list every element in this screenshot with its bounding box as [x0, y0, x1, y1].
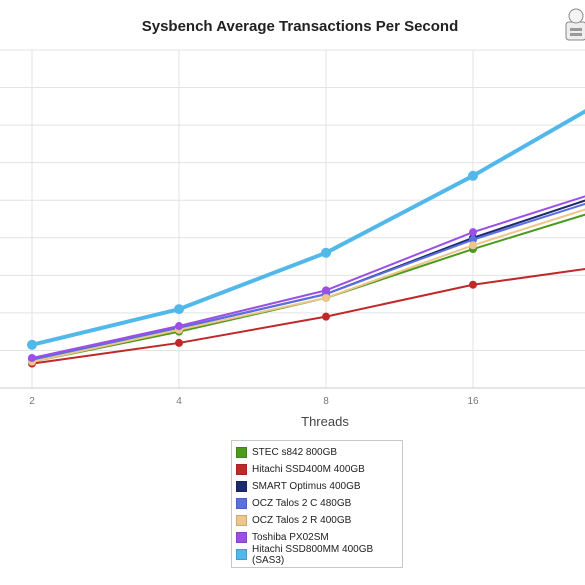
legend-label: OCZ Talos 2 R 400GB	[252, 515, 352, 526]
series-5	[28, 195, 585, 362]
legend-swatch	[236, 464, 247, 475]
series-6	[27, 109, 585, 350]
data-point[interactable]	[175, 338, 183, 347]
x-tick-label: 2	[29, 396, 35, 407]
legend-swatch	[236, 549, 247, 560]
series-2	[28, 199, 585, 364]
data-point[interactable]	[175, 322, 183, 331]
logo-icon	[565, 8, 585, 41]
series-line	[31, 267, 585, 365]
data-point[interactable]	[28, 353, 36, 362]
series-3	[28, 202, 585, 364]
data-point[interactable]	[321, 247, 331, 258]
legend-label: Toshiba PX02SM	[252, 532, 329, 543]
legend-swatch	[236, 515, 247, 526]
legend-swatch	[236, 498, 247, 509]
legend-item[interactable]: SMART Optimus 400GB	[236, 478, 398, 495]
x-tick-label: 8	[323, 396, 329, 407]
data-point[interactable]	[322, 286, 330, 295]
legend-label: Hitachi SSD400M 400GB	[252, 464, 365, 475]
legend-item[interactable]: STEC s842 800GB	[236, 444, 398, 461]
legend-item[interactable]: Hitachi SSD800MM 400GB (SAS3)	[236, 543, 398, 566]
series-lines	[27, 109, 585, 368]
series-line	[31, 199, 585, 361]
legend-label: OCZ Talos 2 C 480GB	[252, 498, 352, 509]
legend-item[interactable]: OCZ Talos 2 R 400GB	[236, 512, 398, 529]
x-tick-labels: 2 4 8 16	[29, 396, 479, 407]
legend-label: Hitachi SSD800MM 400GB (SAS3)	[252, 543, 374, 566]
legend-label: SMART Optimus 400GB	[252, 481, 361, 492]
data-point[interactable]	[174, 304, 184, 315]
x-tick-label: 4	[176, 396, 182, 407]
data-point[interactable]	[469, 280, 477, 289]
data-point[interactable]	[468, 170, 478, 181]
chart-title: Sysbench Average Transactions Per Second	[141, 18, 459, 35]
legend-item[interactable]: Toshiba PX02SM	[236, 529, 398, 546]
series-1	[28, 267, 585, 368]
legend-label: STEC s842 800GB	[252, 447, 338, 458]
data-point[interactable]	[469, 235, 477, 244]
series-line	[31, 195, 585, 359]
legend-swatch	[236, 481, 247, 492]
legend-swatch	[236, 447, 247, 458]
data-point[interactable]	[469, 241, 477, 250]
legend-item[interactable]: Hitachi SSD400M 400GB	[236, 461, 398, 478]
legend-swatch	[236, 532, 247, 543]
data-point[interactable]	[322, 312, 330, 321]
series-line	[31, 202, 585, 361]
data-point[interactable]	[322, 293, 330, 302]
data-point[interactable]	[27, 339, 37, 350]
line-chart: 2 4 8 16 Threads	[0, 49, 585, 429]
data-point[interactable]	[469, 228, 477, 237]
x-axis-title: Threads	[301, 414, 349, 429]
grid-lines	[0, 49, 585, 389]
series-line	[31, 109, 585, 347]
legend-item[interactable]: OCZ Talos 2 C 480GB	[236, 495, 398, 512]
legend: STEC s842 800GB Hitachi SSD400M 400GB SMAR…	[231, 440, 403, 568]
x-tick-label: 16	[467, 396, 479, 407]
